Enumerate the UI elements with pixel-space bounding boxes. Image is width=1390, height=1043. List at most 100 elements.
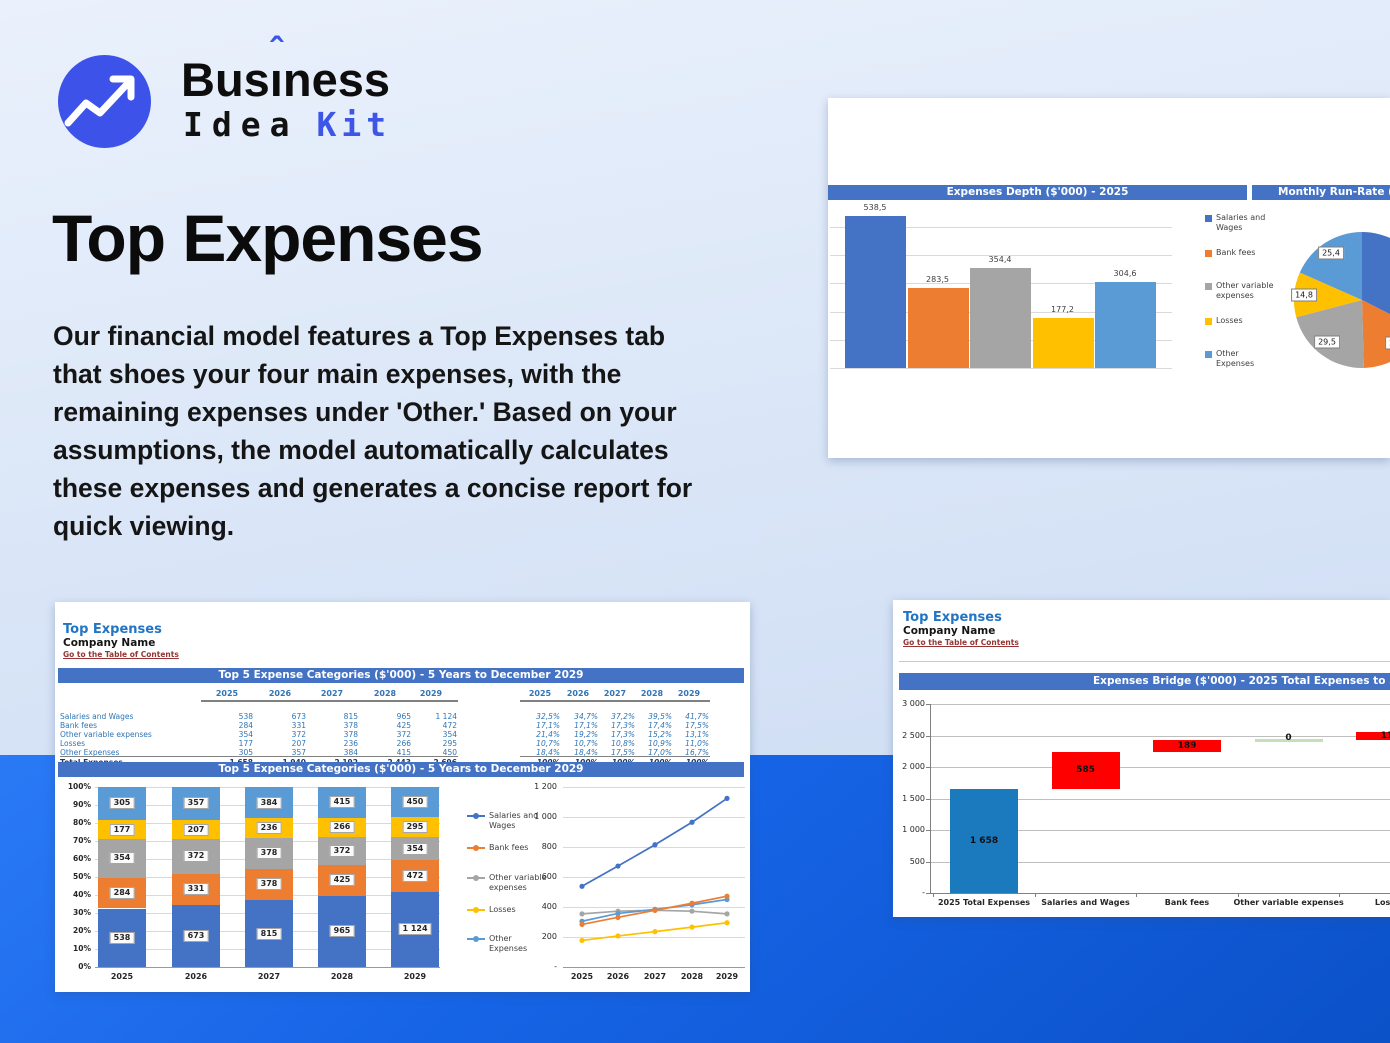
- bar-label: 304,6: [1113, 269, 1137, 279]
- segment-label: 357: [183, 797, 209, 810]
- page-description: Our financial model features a Top Expen…: [53, 321, 693, 541]
- x-axis-line: [930, 893, 1390, 894]
- line-marker: [615, 933, 621, 939]
- row-label: Losses: [60, 739, 85, 748]
- table-cell: 10,8%: [611, 739, 635, 748]
- table-cell: 17,3%: [611, 721, 635, 730]
- table-cell: 266: [396, 739, 411, 748]
- table-cell: 305: [238, 748, 253, 757]
- legend-label: Losses: [489, 905, 516, 914]
- pie-data-label: 23,6: [1385, 336, 1390, 350]
- toc-link[interactable]: Go to the Table of Contents: [63, 650, 179, 659]
- logo-accent-icon: ˆ: [270, 30, 283, 73]
- x-axis-label: 2028: [330, 972, 354, 981]
- year-header: 2026: [566, 689, 590, 698]
- year-header: 2029: [677, 689, 701, 698]
- line-marker: [652, 907, 658, 913]
- line-marker: [652, 842, 658, 848]
- line-marker: [579, 911, 585, 917]
- table-cell: 415: [396, 748, 411, 757]
- y-tick: [926, 861, 930, 863]
- segment-label: 965: [329, 925, 355, 938]
- page-title: Top Expenses: [52, 201, 484, 275]
- segment-label: 450: [402, 796, 428, 809]
- top5-line-chart: [579, 795, 730, 944]
- y-tick: [926, 798, 930, 800]
- x-axis-label: Salaries and Wages: [1041, 898, 1130, 907]
- segment-label: 378: [256, 847, 282, 860]
- pie-data-label: 14,8: [1291, 288, 1317, 302]
- grid-line: [563, 817, 745, 818]
- line-marker: [689, 900, 695, 906]
- y-axis-label: 50%: [73, 872, 91, 881]
- grid-line: [830, 255, 1172, 257]
- bar: [907, 288, 969, 368]
- grid-line: [563, 937, 745, 938]
- x-axis-label: Other variable expenses: [1233, 898, 1344, 907]
- table-cell: 331: [291, 721, 306, 730]
- segment-label: 472: [402, 870, 428, 883]
- waterfall-zero-line: [1254, 738, 1323, 742]
- segment-label: 372: [329, 844, 355, 857]
- legend-label: Other Expenses: [1216, 349, 1255, 368]
- legend-swatch: [1205, 351, 1212, 358]
- x-axis-label: 2026: [184, 972, 208, 981]
- legend-swatch: [1205, 318, 1212, 325]
- toc-link[interactable]: Go to the Table of Contents: [903, 638, 1019, 647]
- segment-label: 673: [183, 929, 209, 942]
- legend-label: Salaries and Wages: [1216, 213, 1266, 232]
- waterfall-value-label: 1 658: [969, 835, 999, 846]
- grid-line: [563, 847, 745, 848]
- line-marker: [615, 914, 621, 920]
- top5-chart-title: Top 5 Expense Categories ($'000) - 5 Yea…: [218, 763, 584, 775]
- x-tick: [933, 893, 934, 897]
- line-marker: [689, 819, 695, 825]
- segment-label: 415: [329, 796, 355, 809]
- y-tick: [926, 704, 930, 705]
- x-axis-label: 2026: [606, 972, 630, 981]
- y-axis-label: 500: [909, 856, 925, 866]
- line-marker: [689, 924, 695, 930]
- line-marker: [579, 883, 585, 889]
- line-marker: [724, 911, 730, 917]
- pie-data-label: 25,4: [1318, 246, 1344, 260]
- y-axis-label: -: [554, 962, 557, 971]
- top5-chart-title-bar: Top 5 Expense Categories ($'000) - 5 Yea…: [58, 762, 744, 777]
- bridge-chart-title-bar: Expenses Bridge ($'000) - 2025 Total Exp…: [899, 673, 1390, 690]
- y-axis-label: 30%: [73, 908, 91, 917]
- y-axis-label: 90%: [73, 800, 91, 809]
- runrate-chart-title: Monthly Run-Rate ($'000: [1278, 186, 1390, 198]
- table-cell: 538: [238, 712, 253, 721]
- grid-line: [930, 830, 1390, 831]
- segment-label: 177: [109, 823, 135, 836]
- grid-line: [563, 787, 745, 788]
- table-cell: 673: [291, 712, 306, 721]
- y-axis-label: 60%: [73, 854, 91, 863]
- grid-line: [930, 861, 1390, 863]
- row-label: Salaries and Wages: [60, 712, 134, 721]
- x-axis-label: 2025: [110, 972, 134, 981]
- sheet-title: Top Expenses: [903, 610, 1002, 625]
- table-cell: 354: [442, 730, 457, 739]
- segment-label: 305: [109, 797, 135, 810]
- table-cell: 378: [343, 730, 358, 739]
- table-cell: 17,0%: [648, 748, 672, 757]
- legend-label: Losses: [1216, 316, 1243, 325]
- year-header: 2027: [320, 689, 344, 698]
- segment-label: 378: [256, 878, 282, 891]
- segment-label: 1 124: [398, 923, 432, 936]
- table-cell: 384: [343, 748, 358, 757]
- pie-data-label: 29,5: [1314, 335, 1340, 349]
- bar: [845, 216, 906, 368]
- sheet-title: Top Expenses: [63, 622, 162, 637]
- y-axis-label: 20%: [73, 926, 91, 935]
- legend-dot: [473, 845, 479, 851]
- waterfall-value-label: 189: [1177, 740, 1197, 751]
- segment-label: 284: [109, 887, 135, 900]
- y-tick: [926, 893, 930, 894]
- y-axis-label: 100%: [67, 782, 91, 791]
- table-cell: 815: [343, 712, 358, 721]
- legend-marker-icon: [467, 905, 485, 914]
- top5-report-card: Top Expenses Company Name Go to the Tabl…: [55, 602, 750, 992]
- y-axis-label: 600: [541, 872, 557, 881]
